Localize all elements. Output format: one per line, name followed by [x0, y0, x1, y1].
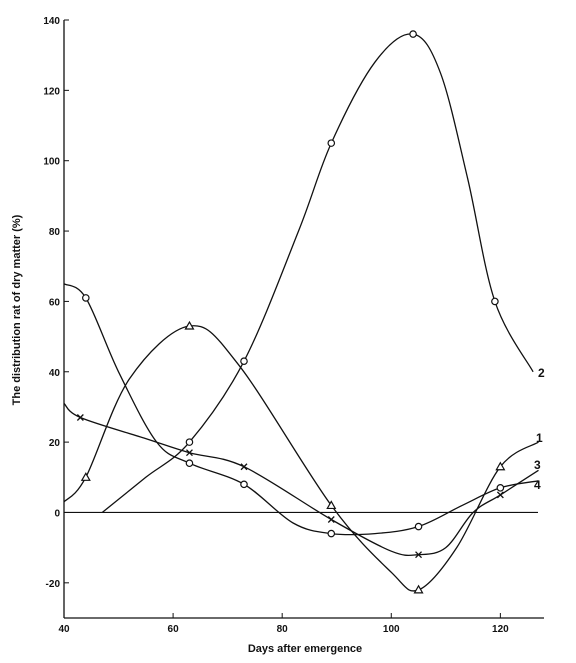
triangle-marker	[413, 584, 424, 594]
x-marker	[240, 463, 248, 471]
x-marker	[496, 491, 504, 499]
x-tick-label: 60	[168, 624, 180, 635]
y-tick-label: 140	[43, 16, 60, 27]
series-label-4: 4	[534, 478, 541, 492]
x-marker-stroke	[327, 516, 335, 523]
y-axis-title: The distribution rat of dry matter (%)	[11, 214, 23, 405]
triangle-marker	[80, 472, 91, 481]
circle-marker	[327, 529, 336, 538]
circle-marker	[409, 30, 417, 38]
x-tick-label: 80	[277, 624, 289, 635]
circle-marker	[327, 139, 336, 147]
x-axis-title: Days after emergence	[248, 643, 362, 655]
x-marker-stroke	[415, 551, 423, 559]
x-marker-stroke	[185, 449, 193, 457]
x-marker	[185, 449, 193, 457]
circle-marker	[82, 294, 90, 302]
circle-marker	[185, 438, 194, 446]
x-marker	[415, 551, 423, 559]
series-label-3: 3	[534, 458, 541, 472]
triangle-marker	[326, 500, 337, 510]
series-line-4	[63, 283, 539, 536]
series-line-1	[63, 325, 539, 592]
y-tick-label: 0	[54, 508, 60, 519]
circle-marker	[240, 480, 248, 489]
series-1: 1	[63, 320, 543, 594]
series-2: 2	[101, 30, 545, 514]
x-tick-label: 100	[383, 624, 400, 635]
x-tick-label: 120	[492, 624, 509, 635]
y-tick-label: 80	[49, 227, 61, 238]
y-tick-label: -20	[46, 579, 61, 590]
y-tick-label: 20	[49, 438, 61, 449]
series-line-2	[101, 33, 534, 514]
y-tick-label: 100	[43, 157, 60, 168]
y-tick-label: 40	[49, 368, 61, 379]
circle-marker	[496, 484, 505, 492]
triangle-marker	[495, 461, 506, 471]
triangle-marker	[184, 320, 195, 330]
y-tick-label: 60	[49, 297, 61, 308]
series-4: 4	[63, 283, 541, 538]
series-3: 3	[63, 402, 541, 559]
circle-marker	[414, 522, 423, 531]
series-label-1: 1	[536, 431, 543, 445]
x-marker	[327, 516, 335, 523]
y-tick-label: 120	[43, 86, 60, 97]
circle-marker	[185, 459, 194, 468]
x-marker-stroke	[240, 463, 248, 471]
axes: -20 0 20 40 60 80 100 120 140 40 60 80 100 120	[43, 16, 544, 635]
x-marker-stroke	[76, 414, 84, 421]
series-layer: 1 2 3 4	[63, 30, 545, 594]
x-tick-label: 40	[58, 624, 70, 635]
x-marker-stroke	[496, 491, 504, 499]
series-line-3	[63, 402, 539, 557]
series-label-2: 2	[538, 366, 545, 380]
circle-marker	[491, 297, 499, 306]
x-marker	[76, 414, 84, 421]
circle-marker	[240, 357, 248, 366]
